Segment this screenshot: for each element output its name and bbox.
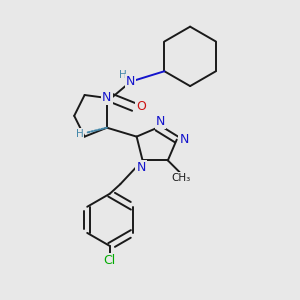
Text: O: O <box>136 100 146 113</box>
Text: H: H <box>119 70 127 80</box>
Text: Cl: Cl <box>104 254 116 267</box>
Text: N: N <box>136 161 146 174</box>
Text: H: H <box>76 129 83 139</box>
Text: N: N <box>102 91 112 104</box>
Text: N: N <box>179 133 189 146</box>
Text: N: N <box>156 115 165 128</box>
Text: CH₃: CH₃ <box>172 172 191 183</box>
Text: N: N <box>126 75 135 88</box>
